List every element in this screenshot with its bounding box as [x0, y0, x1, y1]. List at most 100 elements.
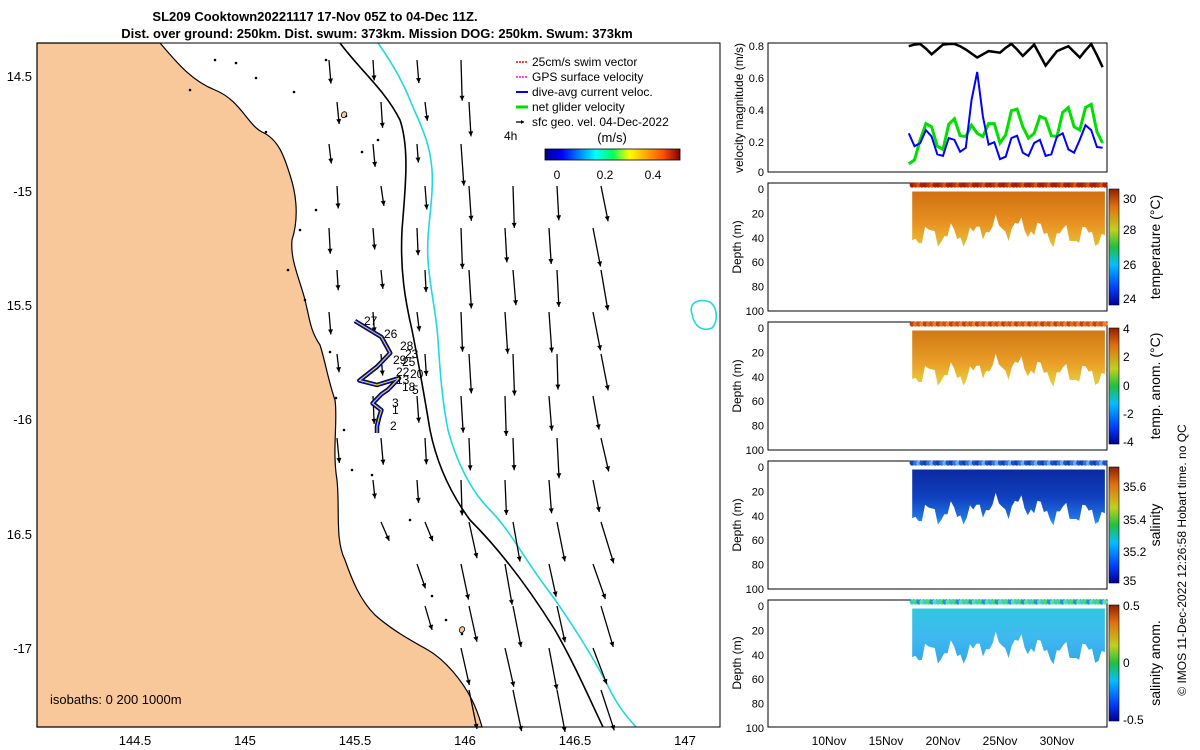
reef-dot: [286, 268, 290, 272]
velocity-vector: [512, 353, 516, 396]
velocity-vector: [460, 479, 463, 516]
velocity-frame: [767, 42, 1108, 173]
velocity-vector: [556, 437, 560, 479]
depth-tick: 0: [758, 601, 764, 613]
colorbar-tick: 0: [554, 168, 561, 182]
velocity-vector-head: [555, 384, 561, 390]
lon-tick: 145: [234, 733, 256, 748]
reef-dot: [298, 228, 302, 232]
temp-anom-colorbar: [1108, 327, 1120, 445]
velocity-vector-head: [459, 95, 465, 101]
track-label: 2: [390, 419, 397, 433]
sal-anom-cbar-label: salinity anom.: [1147, 620, 1163, 706]
legend-label: sfc geo. vel. 04-Dec-2022: [532, 115, 669, 129]
track-label: 26: [384, 327, 398, 341]
velocity-vector-head: [423, 287, 429, 293]
velocity-vector-head: [336, 366, 342, 373]
velocity-vector-head: [415, 77, 421, 84]
velocity-vector-head: [465, 594, 470, 600]
sal-anom-panel: 0.5 0 -0.5 salinity anom. Depth (m): [730, 599, 1163, 728]
isobaths-label: isobaths: 0 200 1000m: [50, 692, 182, 707]
velocity-vector-head: [597, 261, 603, 267]
temperature-surface-dots: [909, 182, 1108, 188]
velocity-vector: [548, 647, 558, 690]
temperature-cbar-tick: 26: [1123, 258, 1137, 272]
velocity-vector: [460, 227, 464, 269]
depth-tick: 20: [752, 625, 764, 637]
time-tick: 25Nov: [983, 734, 1018, 748]
velocity-vector-head: [504, 257, 510, 263]
velocity-vector-head: [336, 457, 342, 463]
temp-anom-cbar-tick: -4: [1123, 435, 1134, 449]
reef-dot: [314, 208, 318, 212]
velocity-vector: [468, 269, 473, 309]
velocity-vector-head: [421, 582, 427, 589]
reef-dot: [234, 61, 238, 65]
depth-tick: 40: [752, 372, 764, 384]
salinity-cbar-tick: 35.6: [1123, 480, 1147, 494]
lat-tick: 14.5: [7, 69, 32, 84]
depth-tick: 80: [752, 560, 764, 572]
velocity-vector-head: [335, 203, 341, 209]
reef-dot: [408, 518, 412, 522]
velocity-vector-head: [548, 258, 554, 265]
reef-dot: [430, 594, 434, 598]
surface-dot: [1102, 599, 1108, 605]
velocity-vector: [504, 395, 507, 436]
velocity-vector-head: [549, 347, 554, 353]
velocity-vector-head: [371, 493, 377, 499]
velocity-vector-head: [327, 329, 333, 335]
island: [341, 111, 348, 119]
title-line-1: SL209 Cooktown20221117 17-Nov 05Z to 04-…: [152, 9, 477, 24]
velocity-vector-head: [380, 200, 386, 206]
vel-ytick: 0.2: [749, 137, 764, 149]
velocity-vector: [460, 311, 464, 352]
temp-anom-section: [912, 330, 1105, 387]
velocity-vector: [504, 311, 509, 354]
velocity-vector-head: [459, 346, 465, 352]
velocity-vector-head: [561, 555, 567, 562]
temp-anom-cbar-tick: 2: [1123, 350, 1130, 364]
velocity-vector-head: [597, 345, 602, 351]
reef-dot: [342, 428, 346, 432]
velocity-vector-head: [371, 327, 377, 333]
track-label: 28: [400, 339, 414, 353]
velocity-vector: [512, 185, 515, 228]
colorbar-tick: 0.2: [597, 168, 614, 182]
reef-dot: [376, 138, 380, 142]
sal-anom-cbar-tick: -0.5: [1123, 713, 1144, 727]
time-tick: 20Nov: [926, 734, 961, 748]
velocity-vector: [548, 311, 553, 353]
time-tick: 30Nov: [1040, 734, 1075, 748]
velocity-vector-head: [384, 535, 390, 541]
sal-anom-section: [912, 608, 1105, 665]
sal-anom-surface-dots: [909, 599, 1108, 605]
salinity-cbar-tick: 35.2: [1123, 545, 1147, 559]
velocity-vector: [512, 521, 521, 562]
velocity-vector: [556, 269, 560, 307]
lon-tick: 147: [674, 733, 696, 748]
velocity-vector-head: [459, 510, 465, 516]
depth-tick: 100: [746, 445, 764, 457]
track-label: 23: [405, 347, 419, 361]
reef-dot: [350, 468, 354, 472]
velocity-vector-head: [415, 157, 421, 163]
salinity-colorbar: [1108, 466, 1120, 584]
lat-tick: -16: [13, 412, 32, 427]
velocity-vector-head: [379, 283, 385, 289]
velocity-vector: [504, 479, 508, 515]
velocity-vector: [468, 521, 478, 559]
velocity-vector-head: [604, 215, 610, 222]
velocity-vector-head: [504, 348, 510, 354]
temp-anom-cbar-tick: 0: [1123, 379, 1130, 393]
temp-anom-panel: 4 2 0 -2 -4 temp. anom. (°C) Depth (m): [730, 321, 1163, 451]
velocity-vector-head: [548, 425, 554, 431]
temperature-cbar-label: temperature (°C): [1147, 195, 1163, 299]
velocity-vector-head: [380, 459, 386, 465]
velocity-vector: [592, 647, 608, 685]
depth-ylabel: Depth (m): [730, 359, 744, 412]
velocity-vector: [460, 647, 470, 686]
velocity-vector-head: [610, 724, 616, 731]
surface-dot: [1102, 182, 1108, 188]
